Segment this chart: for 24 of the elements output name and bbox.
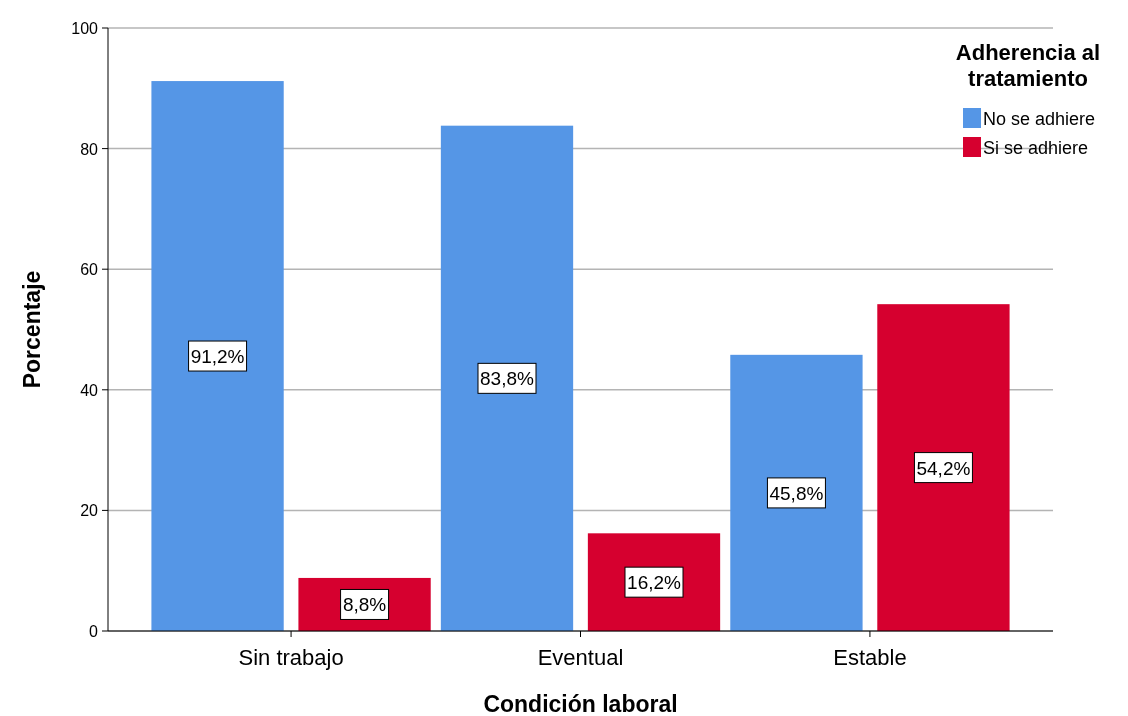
y-tick-label: 20 [80, 502, 99, 520]
bar [151, 81, 284, 631]
x-tick-label: Sin trabajo [238, 645, 344, 670]
data-label: 16,2% [627, 572, 682, 594]
data-label: 83,8% [480, 368, 535, 390]
y-tick-label: 60 [80, 261, 99, 279]
data-label: 91,2% [190, 346, 245, 368]
x-tick-label: Eventual [537, 645, 624, 670]
bar [730, 354, 863, 631]
data-label: 54,2% [916, 457, 971, 479]
y-tick-label: 100 [71, 20, 99, 37]
legend-label: No se adhiere [983, 109, 1096, 129]
data-label: 8,8% [342, 594, 387, 616]
y-tick-label: 40 [80, 381, 99, 399]
y-tick-label: 0 [89, 623, 99, 640]
data-label: 45,8% [769, 482, 824, 504]
bar [440, 125, 574, 631]
y-axis-title: Porcentaje [19, 270, 45, 389]
x-axis-title: Condición laboral [483, 691, 678, 716]
bar [877, 304, 1010, 631]
legend-title: Adherencia al tratamiento [955, 40, 1101, 91]
x-tick-label: Estable [833, 645, 907, 670]
y-tick-label: 80 [80, 140, 99, 158]
legend-label: Si se adhiere [983, 138, 1089, 158]
